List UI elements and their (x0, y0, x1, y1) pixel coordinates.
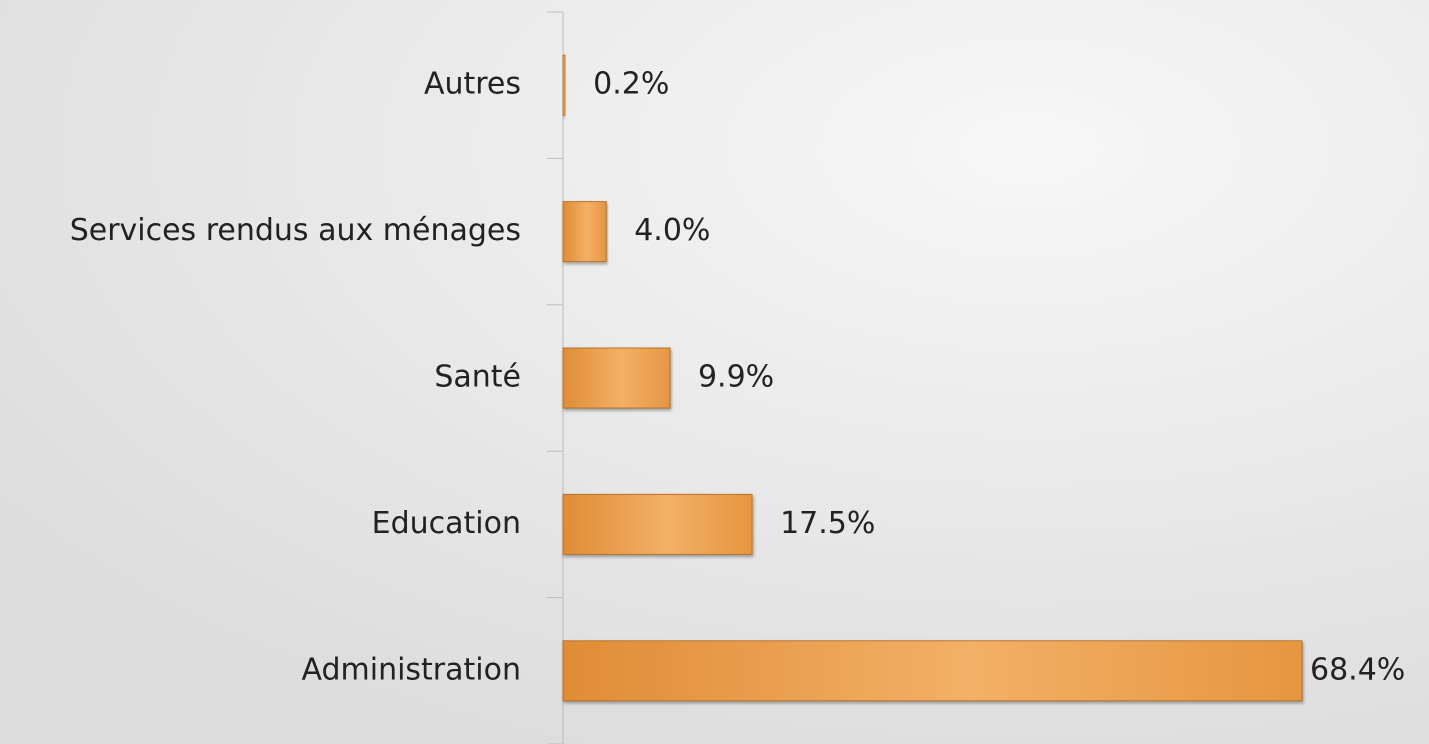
category-label: Autres (424, 67, 521, 102)
category-label: Santé (434, 360, 521, 395)
bar (562, 493, 753, 555)
value-label: 4.0% (634, 213, 710, 248)
category-label: Services rendus aux ménages (70, 213, 521, 248)
bar (562, 640, 1303, 702)
value-label: 68.4% (1310, 652, 1405, 687)
value-label: 0.2% (593, 67, 669, 102)
category-label: Administration (301, 652, 521, 687)
bar (562, 347, 671, 409)
bar (562, 54, 566, 116)
category-label: Education (372, 506, 521, 541)
bar (562, 201, 607, 263)
value-label: 17.5% (780, 506, 875, 541)
value-label: 9.9% (698, 360, 774, 395)
